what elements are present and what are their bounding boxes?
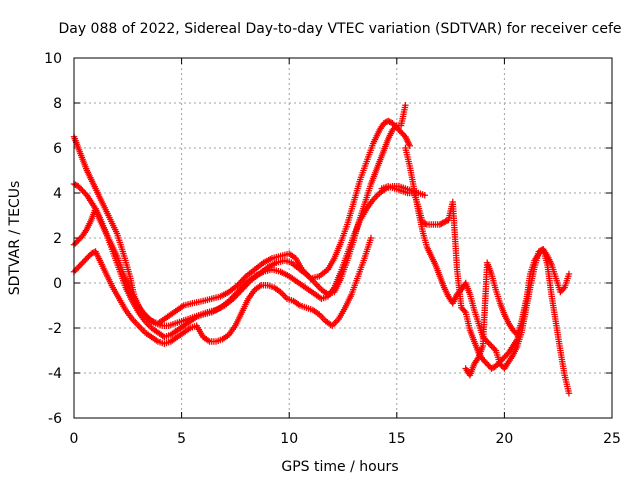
y-tick-label: 6: [53, 141, 62, 157]
x-tick-label: 20: [495, 431, 513, 447]
plot-border: [73, 57, 613, 419]
series-arc-5: [378, 183, 573, 372]
series-arc-4: [70, 234, 375, 347]
data-marks: [70, 102, 573, 397]
chart-title: Day 088 of 2022, Sidereal Day-to-day VTE…: [58, 21, 621, 37]
y-tick-label: 4: [53, 186, 62, 202]
data-point-marker: [421, 192, 428, 199]
x-tick-label: 0: [70, 431, 79, 447]
data-point-marker: [422, 220, 429, 227]
y-tick-label: -6: [48, 411, 62, 427]
axis-ticks: 0 5 10 15 20 25 -6 -4 -2 0 2 4 6 8 10: [44, 51, 621, 447]
y-tick-label: -4: [48, 366, 62, 382]
y-tick-label: 10: [44, 51, 62, 67]
data-point-marker: [402, 102, 409, 109]
x-tick-label: 5: [177, 431, 186, 447]
y-tick-label: 2: [53, 231, 62, 247]
data-point-marker: [565, 270, 573, 278]
x-axis-label: GPS time / hours: [281, 459, 398, 475]
x-tick-label: 25: [603, 431, 621, 447]
series-arc-6: [402, 144, 573, 397]
data-point-marker: [367, 234, 375, 242]
data-point-marker: [406, 142, 413, 149]
series-arc-3: [70, 183, 428, 341]
series-arc-1: [70, 117, 413, 327]
data-point-marker: [565, 390, 573, 397]
x-tick-label: 10: [280, 431, 298, 447]
y-axis-label: SDTVAR / TECUs: [7, 181, 23, 296]
y-tick-label: 8: [53, 96, 62, 112]
y-tick-label: -2: [48, 321, 62, 337]
data-point-marker: [522, 297, 530, 305]
y-tick-label: 0: [53, 276, 62, 292]
x-tick-label: 15: [388, 431, 406, 447]
series-arc-7: [462, 259, 530, 379]
series-arc-2: [70, 102, 409, 329]
